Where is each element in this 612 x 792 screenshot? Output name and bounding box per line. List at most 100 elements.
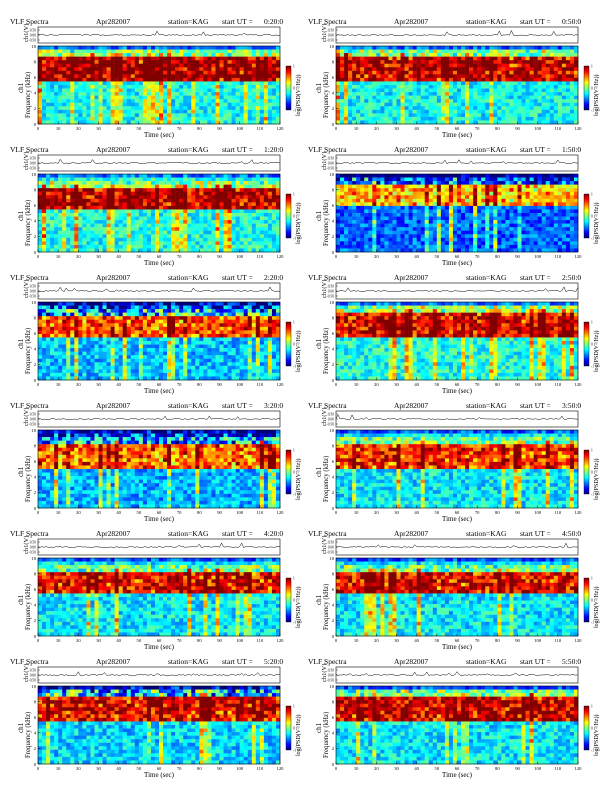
spectrogram-cell	[417, 181, 421, 185]
spectrogram-cell	[82, 67, 86, 71]
spectrogram-cell	[183, 110, 187, 114]
spectrogram-cell	[143, 245, 147, 249]
spectrogram-cell	[461, 60, 465, 64]
spectrogram-cell	[155, 227, 159, 231]
spectrogram-cell	[368, 64, 372, 68]
spectrogram-cell	[62, 238, 66, 242]
spectrogram-cell	[489, 92, 493, 96]
spectrogram-cell	[143, 181, 147, 185]
spectrogram-cell	[348, 106, 352, 110]
spectrogram-cell	[119, 248, 123, 252]
spectrogram-cell	[195, 217, 199, 221]
spectrogram-cell	[413, 78, 417, 82]
spectrogram-cell	[207, 117, 211, 121]
spectrogram-cell	[566, 57, 570, 61]
spectrogram-cell	[211, 227, 215, 231]
spectrogram-cell	[183, 188, 187, 192]
spectrogram-cell	[272, 110, 276, 114]
spectrogram-cell	[187, 64, 191, 68]
spectrogram-cell	[171, 206, 175, 210]
spectrogram-cell	[78, 67, 82, 71]
spectrogram-cell	[139, 89, 143, 93]
spectrogram-cell	[203, 103, 207, 107]
spectrogram-cell	[376, 188, 380, 192]
spectrogram-cell	[50, 103, 54, 107]
time-tick-label: 0	[37, 254, 40, 259]
spectrogram-cell	[481, 195, 485, 199]
spectrogram-cell	[264, 92, 268, 96]
spectrogram-cell	[453, 78, 457, 82]
spectrogram-cell	[252, 241, 256, 245]
spectrogram-cell	[469, 74, 473, 78]
spectrogram-cell	[409, 99, 413, 103]
spectrogram-cell	[175, 117, 179, 121]
spectrogram-cell	[264, 50, 268, 54]
spectrogram-cell	[538, 199, 542, 203]
spectrogram-cell	[465, 117, 469, 121]
frequency-tick-label: 6	[332, 75, 335, 80]
spectrogram-cell	[207, 227, 211, 231]
spectrogram-cell	[62, 71, 66, 75]
spectrogram-cell	[388, 206, 392, 210]
spectrogram-cell	[224, 74, 228, 78]
spectrogram-cell	[397, 99, 401, 103]
spectrogram-cell	[397, 185, 401, 189]
spectrogram-cell	[54, 99, 58, 103]
spectrogram-cell	[191, 78, 195, 82]
panel-start-prefix: start UT =	[222, 17, 253, 26]
spectrogram-cell	[481, 96, 485, 100]
spectrogram-cell	[90, 213, 94, 217]
spectrogram-cell	[50, 117, 54, 121]
spectrogram-cell	[147, 57, 151, 61]
spectrogram-cell	[159, 113, 163, 117]
spectrogram-cell	[513, 188, 517, 192]
spectrogram-cell	[195, 78, 199, 82]
spectrogram-cell	[171, 174, 175, 178]
time-tick-label: 110	[256, 254, 263, 259]
spectrogram-cell	[54, 227, 58, 231]
spectrogram-cell	[481, 60, 485, 64]
spectrogram-cell	[183, 120, 187, 124]
spectrogram-cell	[191, 224, 195, 228]
spectrogram-cell	[376, 178, 380, 182]
spectrogram-cell	[207, 71, 211, 75]
spectrogram-cell	[99, 71, 103, 75]
spectrogram-cell	[58, 46, 62, 50]
spectrogram-cell	[348, 113, 352, 117]
spectrogram-cell	[183, 64, 187, 68]
spectrogram-cell	[481, 199, 485, 203]
colorbar-label: log(PSD(V²/Hz))	[295, 75, 302, 116]
spectrogram-cell	[489, 85, 493, 89]
spectrogram-cell	[522, 113, 526, 117]
spectrogram-cell	[384, 89, 388, 93]
spectrogram-cell	[99, 89, 103, 93]
spectrogram-cell	[425, 92, 429, 96]
spectrogram-cell	[220, 92, 224, 96]
spectrogram-cell	[546, 50, 550, 54]
spectrogram-cell	[119, 224, 123, 228]
spectrogram-cell	[518, 74, 522, 78]
spectrogram-cell	[401, 206, 405, 210]
spectrogram-cell	[429, 60, 433, 64]
spectrogram-cell	[111, 81, 115, 85]
spectrogram-cell	[215, 217, 219, 221]
spectrogram-cell	[54, 57, 58, 61]
spectrogram-cell	[94, 185, 98, 189]
spectrogram-cell	[481, 74, 485, 78]
spectrogram-cell	[224, 96, 228, 100]
spectrogram-cell	[530, 113, 534, 117]
spectrogram-cell	[276, 53, 280, 57]
spectrogram-cell	[473, 60, 477, 64]
spectrogram-cell	[127, 227, 131, 231]
spectrogram-cell	[46, 199, 50, 203]
spectrogram-cell	[179, 71, 183, 75]
spectrogram-cell	[203, 46, 207, 50]
spectrogram-cell	[236, 188, 240, 192]
spectrogram-cell	[368, 106, 372, 110]
spectrogram-cell	[191, 241, 195, 245]
spectrogram-cell	[119, 120, 123, 124]
spectrogram-cell	[163, 192, 167, 196]
spectrogram-cell	[78, 188, 82, 192]
spectrogram-cell	[74, 213, 78, 217]
spectrogram-cell	[147, 185, 151, 189]
